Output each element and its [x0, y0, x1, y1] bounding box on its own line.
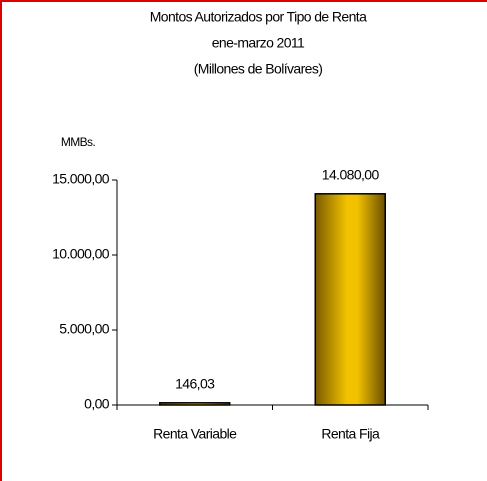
- x-tick-label: Renta Variable: [153, 426, 237, 442]
- y-tick-label: 15.000,00: [52, 171, 110, 187]
- value-label: 14.080,00: [322, 167, 380, 183]
- value-label: 146,03: [175, 376, 215, 392]
- chart-subtitle: ene-marzo 2011: [212, 35, 305, 51]
- bar: [314, 193, 386, 406]
- y-axis-label: MMBs.: [61, 135, 96, 149]
- y-tick-label: 5.000,00: [59, 321, 110, 337]
- chart-subtitle: (Millones de Bolívares): [194, 61, 323, 77]
- x-tick-label: Renta Fija: [321, 426, 380, 442]
- bar: [159, 402, 231, 406]
- y-tick-label: 0,00: [84, 396, 110, 412]
- chart-title: Montos Autorizados por Tipo de Renta: [150, 9, 367, 25]
- y-tick-label: 10.000,00: [52, 246, 110, 262]
